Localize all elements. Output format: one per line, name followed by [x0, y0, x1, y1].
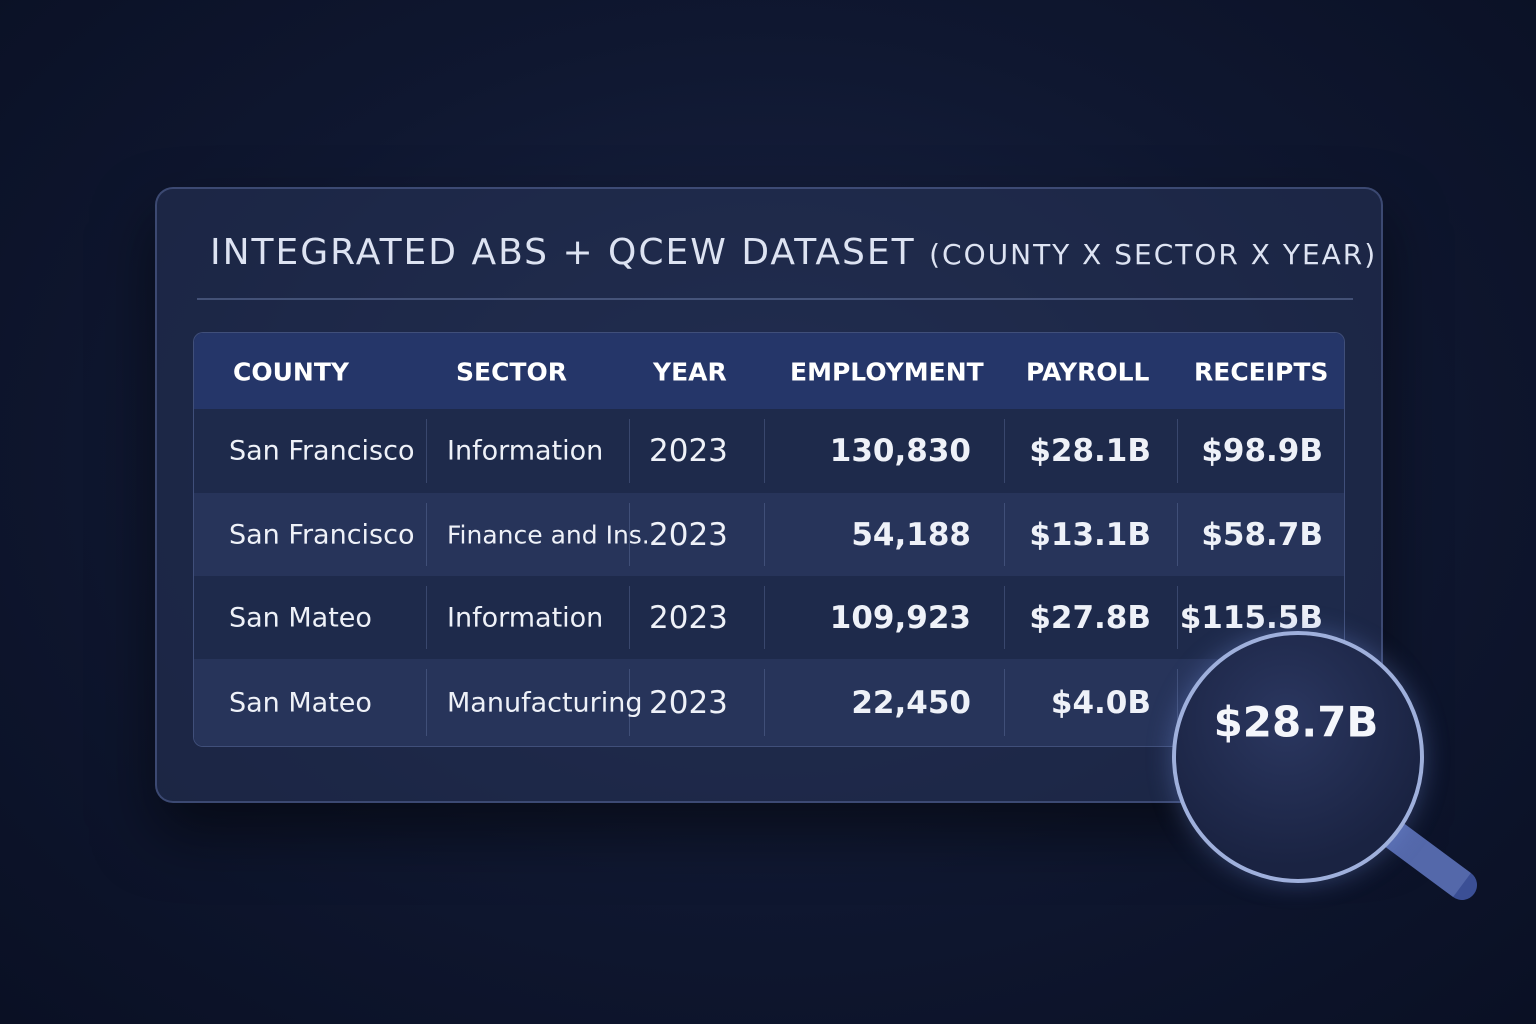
- magnified-value: $28.7B: [1213, 697, 1379, 747]
- table-cell: Information: [447, 602, 604, 633]
- table-cell: 2023: [649, 684, 728, 721]
- table-cell: 109,923: [829, 599, 971, 636]
- column-separator: [629, 669, 630, 736]
- column-separator: [426, 419, 427, 483]
- column-separator: [1004, 669, 1005, 736]
- table-cell: 54,188: [851, 516, 971, 553]
- divider: [197, 298, 1353, 300]
- column-separator: [426, 586, 427, 649]
- table-cell: $115.5B: [1179, 599, 1323, 636]
- column-separator: [426, 669, 427, 736]
- column-header: SECTOR: [456, 357, 567, 387]
- column-separator: [1177, 419, 1178, 483]
- handle: [1370, 813, 1477, 900]
- title-main: INTEGRATED ABS + QCEW DATASET: [210, 232, 916, 273]
- table-cell: San Mateo: [229, 687, 372, 718]
- handle-shine: [1376, 815, 1471, 898]
- title: INTEGRATED ABS + QCEW DATASET (COUNTY X …: [210, 232, 1377, 273]
- table-row: [194, 659, 1344, 746]
- data-table: COUNTY SECTOR YEAR EMPLOYMENT PAYROLL RECEIPT…: [193, 332, 1345, 747]
- column-separator: [1177, 586, 1178, 649]
- table-cell: San Francisco: [229, 519, 415, 550]
- column-separator: [629, 586, 630, 649]
- column-header: RECEIPTS: [1194, 357, 1329, 387]
- table-cell: Manufacturing: [447, 687, 643, 718]
- column-separator: [426, 503, 427, 566]
- column-separator: [764, 586, 765, 649]
- column-separator: [1004, 419, 1005, 483]
- column-separator: [1177, 669, 1178, 736]
- magnifier: [1172, 631, 1424, 883]
- column-separator: [764, 669, 765, 736]
- subtitle: (COUNTY X SECTOR X YEAR): [929, 238, 1378, 271]
- table-cell: $28.1B: [1029, 433, 1151, 469]
- table-cell: $58.7B: [1201, 516, 1323, 553]
- column-separator: [764, 419, 765, 483]
- column-header: PAYROLL: [1026, 357, 1150, 387]
- table-cell: Finance and Ins.: [447, 520, 650, 549]
- table-cell: San Francisco: [229, 435, 415, 467]
- table-row: [194, 409, 1344, 493]
- table-cell: $98.9B: [1201, 433, 1323, 469]
- table-cell: $13.1B: [1029, 516, 1151, 553]
- table-cell: 2023: [649, 516, 728, 553]
- column-header: YEAR: [653, 357, 727, 387]
- column-separator: [629, 503, 630, 566]
- table-cell: $27.8B: [1029, 599, 1151, 636]
- table-cell: 2023: [649, 433, 728, 469]
- column-separator: [1004, 503, 1005, 566]
- column-separator: [1177, 503, 1178, 566]
- table-header: [194, 333, 1344, 409]
- column-header: COUNTY: [233, 357, 349, 387]
- column-separator: [764, 503, 765, 566]
- table-cell: San Mateo: [229, 602, 372, 633]
- table-cell: 2023: [649, 599, 728, 636]
- column-separator: [629, 419, 630, 483]
- table-cell: $4.0B: [1050, 684, 1151, 721]
- table-cell: Information: [447, 435, 604, 467]
- table-cell: 130,830: [829, 433, 971, 469]
- table-row: [194, 576, 1344, 659]
- table-row: [194, 493, 1344, 576]
- column-header: EMPLOYMENT: [790, 357, 984, 387]
- column-separator: [1004, 586, 1005, 649]
- table-cell: 22,450: [851, 684, 971, 721]
